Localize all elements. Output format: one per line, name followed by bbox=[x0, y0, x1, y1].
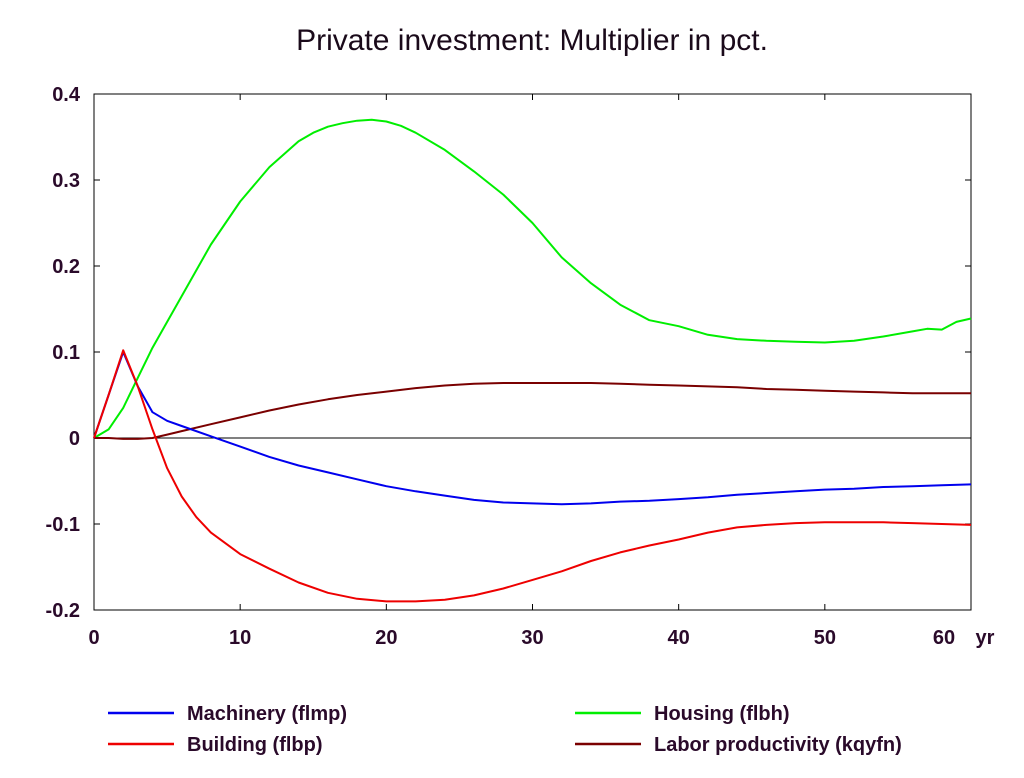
plot-frame bbox=[93, 93, 972, 611]
x-tick-label: 0 bbox=[88, 627, 99, 649]
series-line-housing-flbh bbox=[93, 118, 972, 439]
legend: Machinery (flmp) Housing (flbh) Building (… bbox=[108, 703, 902, 756]
x-unit-label: yr bbox=[976, 627, 995, 649]
y-tick-label: 0.3 bbox=[52, 170, 80, 192]
legend-label: Labor productivity (kqyfn) bbox=[654, 734, 902, 756]
x-tick-label: 60 bbox=[933, 627, 955, 649]
y-tick-label: -0.1 bbox=[46, 514, 80, 536]
y-tick-label: -0.2 bbox=[46, 600, 80, 622]
x-tick-label: 10 bbox=[229, 627, 251, 649]
series-lines bbox=[93, 118, 972, 603]
x-tick-label: 40 bbox=[668, 627, 690, 649]
x-tick-label: 30 bbox=[521, 627, 543, 649]
series-line-labor-productivity-kqyfn bbox=[94, 382, 971, 440]
x-tick-label: 20 bbox=[375, 627, 397, 649]
y-tick-labels: 0.4 0.3 0.2 0.1 0 -0.1 -0.2 bbox=[46, 84, 81, 622]
legend-label: Housing (flbh) bbox=[654, 703, 790, 725]
series-line-machinery-flmp bbox=[93, 351, 972, 506]
tick-marks bbox=[93, 93, 972, 611]
y-tick-label: 0.4 bbox=[52, 84, 81, 106]
x-tick-label: 50 bbox=[814, 627, 836, 649]
legend-label: Machinery (flmp) bbox=[187, 703, 347, 725]
chart-title: Private investment: Multiplier in pct. bbox=[296, 24, 768, 57]
y-tick-label: 0.1 bbox=[52, 342, 80, 364]
y-tick-label: 0 bbox=[69, 428, 80, 450]
series-line-building-flbp bbox=[93, 349, 972, 603]
y-tick-label: 0.2 bbox=[52, 256, 80, 278]
legend-label: Building (flbp) bbox=[187, 734, 323, 756]
x-tick-labels: 0 10 20 30 40 50 60 yr bbox=[88, 627, 994, 649]
